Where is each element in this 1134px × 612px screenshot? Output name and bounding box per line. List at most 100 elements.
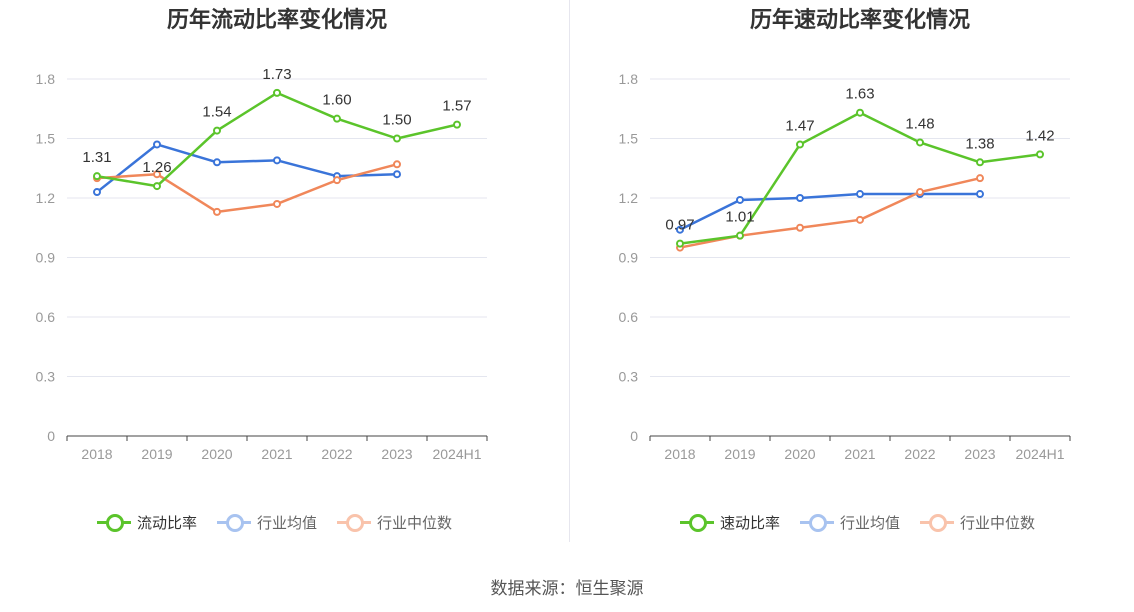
data-point <box>393 160 401 169</box>
data-point <box>333 176 341 185</box>
legend-item-industry-median[interactable]: 行业中位数 <box>337 512 452 533</box>
x-tick-label: 2019 <box>724 446 755 462</box>
x-tick-label: 2024H1 <box>1015 446 1064 462</box>
data-point <box>273 88 281 97</box>
x-tick-label: 2022 <box>321 446 352 462</box>
data-point <box>153 182 161 191</box>
data-point <box>393 170 401 179</box>
y-tick-label: 0.6 <box>619 309 639 325</box>
data-point <box>1036 150 1044 159</box>
legend-swatch-icon <box>920 513 955 532</box>
data-point <box>976 190 984 199</box>
data-point <box>796 140 804 149</box>
y-tick-label: 0 <box>630 428 638 444</box>
data-point <box>453 120 461 129</box>
right-chart-title: 历年速动比率变化情况 <box>749 7 970 32</box>
data-label: 0.97 <box>665 217 694 234</box>
data-point <box>796 194 804 202</box>
legend-item-industry-average[interactable]: 行业均值 <box>217 512 317 533</box>
y-tick-label: 1.8 <box>619 71 639 87</box>
y-tick-label: 1.5 <box>36 131 56 147</box>
data-point <box>273 199 281 208</box>
legend-item-industry-median[interactable]: 行业中位数 <box>920 512 1035 533</box>
series-line <box>96 163 398 214</box>
y-tick-label: 1.2 <box>36 190 56 206</box>
data-point <box>916 138 924 147</box>
data-point <box>856 108 864 117</box>
data-label: 1.47 <box>785 117 814 134</box>
data-point <box>976 158 984 167</box>
current-ratio-chart: 0 0.3 0.6 0.9 1.2 1.5 1.8 2018 2019 2020 2021 2022 2… <box>36 66 488 462</box>
legend-item-current-ratio[interactable]: 流动比率 <box>97 512 197 533</box>
x-tick-label: 2018 <box>81 446 112 462</box>
data-point <box>213 126 221 135</box>
x-tick-label: 2022 <box>904 446 935 462</box>
x-tick-label: 2023 <box>964 446 995 462</box>
y-tick-label: 0.3 <box>619 369 639 385</box>
left-chart-title: 历年流动比率变化情况 <box>166 7 387 32</box>
data-point <box>736 195 744 204</box>
data-point <box>213 158 221 167</box>
data-point <box>393 134 401 143</box>
data-label: 1.73 <box>262 66 291 83</box>
left-legend: 流动比率 行业均值 行业中位数 <box>97 510 472 534</box>
legend-swatch-icon <box>217 513 252 532</box>
data-point <box>976 174 984 183</box>
legend-label: 行业中位数 <box>377 514 453 532</box>
data-label: 1.01 <box>725 209 754 226</box>
quick-ratio-chart: 0 0.3 0.6 0.9 1.2 1.5 1.8 2018 2019 2020 2021 2022 2… <box>619 71 1071 462</box>
y-tick-label: 1.5 <box>619 131 639 147</box>
series-line <box>679 192 980 231</box>
data-point <box>676 225 684 234</box>
data-label: 1.26 <box>142 159 171 176</box>
data-label: 1.60 <box>322 92 351 109</box>
legend-label: 速动比率 <box>720 514 781 532</box>
right-legend: 速动比率 行业均值 行业中位数 <box>680 510 1055 534</box>
data-point <box>213 207 221 216</box>
legend-label: 行业中位数 <box>960 514 1036 532</box>
y-tick-label: 0.9 <box>36 250 56 266</box>
data-point <box>333 114 341 123</box>
y-tick-label: 0 <box>47 428 55 444</box>
data-point <box>273 156 281 165</box>
data-point <box>153 170 161 179</box>
y-tick-label: 1.2 <box>619 190 639 206</box>
y-tick-label: 0.3 <box>36 369 56 385</box>
data-label: 1.42 <box>1025 127 1054 144</box>
legend-item-quick-ratio[interactable]: 速动比率 <box>680 512 780 533</box>
x-tick-label: 2019 <box>141 446 172 462</box>
data-label: 1.57 <box>442 98 471 115</box>
x-tick-label: 2021 <box>844 446 875 462</box>
x-tick-label: 2020 <box>784 446 815 462</box>
data-point <box>153 140 161 149</box>
x-tick-label: 2020 <box>201 446 232 462</box>
data-point <box>916 188 924 197</box>
data-label: 1.38 <box>965 135 994 152</box>
series-line <box>96 143 398 194</box>
data-point <box>736 231 744 240</box>
y-tick-label: 0.9 <box>619 250 639 266</box>
x-tick-label: 2021 <box>261 446 292 462</box>
x-tick-label: 2023 <box>381 446 412 462</box>
data-point <box>93 172 101 181</box>
legend-swatch-icon <box>97 513 131 532</box>
legend-item-industry-average[interactable]: 行业均值 <box>800 512 900 533</box>
x-tick-label: 2024H1 <box>432 446 481 462</box>
data-label: 1.48 <box>905 115 934 132</box>
chart-divider <box>569 0 570 542</box>
data-point <box>796 223 804 232</box>
y-tick-label: 1.8 <box>36 71 56 87</box>
y-tick-label: 0.6 <box>36 309 56 325</box>
data-label: 1.63 <box>845 86 874 103</box>
legend-swatch-icon <box>680 513 714 532</box>
legend-label: 行业均值 <box>257 514 318 532</box>
legend-label: 行业均值 <box>840 514 901 532</box>
legend-label: 流动比率 <box>137 514 198 532</box>
data-source-note: 数据来源：恒生聚源 <box>490 579 644 598</box>
data-point <box>856 215 864 224</box>
data-label: 1.50 <box>382 112 411 129</box>
data-point <box>93 188 101 197</box>
x-tick-label: 2018 <box>664 446 695 462</box>
legend-swatch-icon <box>337 513 372 532</box>
data-label: 1.31 <box>82 149 111 166</box>
